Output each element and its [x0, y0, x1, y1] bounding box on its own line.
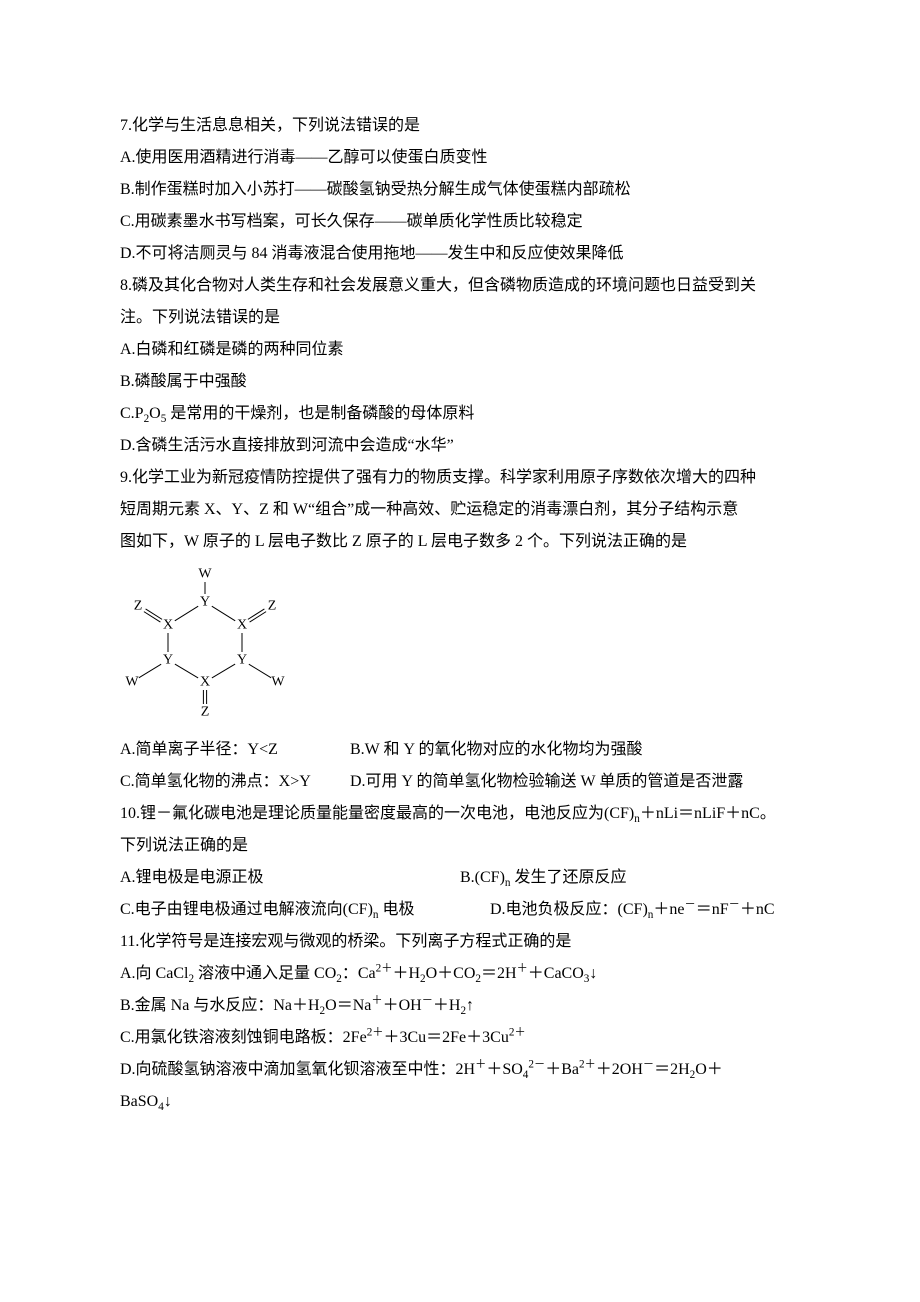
- q11-a-5: O＋CO: [426, 965, 476, 982]
- q11-a-6: ＝2H: [481, 965, 517, 982]
- q8-stem-l1: 8.磷及其化合物对人类生存和社会发展意义重大，但含磷物质造成的环境问题也日益受到…: [120, 270, 800, 302]
- q11-b-4: ＋H: [433, 997, 461, 1014]
- q11-a-3: ：Ca: [342, 965, 376, 982]
- q11-opt-a: A.向 CaCl2 溶液中通入足量 CO2：Ca2＋＋H2O＋CO2＝2H＋＋C…: [120, 958, 800, 990]
- sup-minus: －: [685, 899, 696, 911]
- q10-s1-mid: ＋nLi＝nLiF＋nC。: [640, 805, 776, 822]
- sup-2plus: 2＋: [376, 963, 393, 975]
- q10-c-suf: 电极: [379, 901, 415, 918]
- q8-c-suf: 是常用的干燥剂，也是制备磷酸的母体原料: [166, 405, 474, 422]
- sup-2plus: 2＋: [367, 1027, 384, 1039]
- sup-plus: ＋: [475, 1059, 486, 1071]
- exam-page: 7.化学与生活息息相关，下列说法错误的是 A.使用医用酒精进行消毒——乙醇可以使…: [0, 0, 920, 1302]
- q9-molecule-diagram: WYZZXXYYWWXZ: [120, 562, 300, 722]
- q11-b-2: O＝Na: [325, 997, 371, 1014]
- svg-text:Y: Y: [163, 653, 173, 668]
- q9-row-ab: A.简单离子半径：Y<Z B.W 和 Y 的氧化物对应的水化物均为强酸: [120, 734, 800, 766]
- q11-d-7: BaSO: [120, 1093, 158, 1110]
- q10-row-cd: C.电子由锂电极通过电解液流向(CF)n 电极 D.电池负极反应：(CF)n＋n…: [120, 894, 800, 926]
- q9-row-cd: C.简单氢化物的沸点：X>Y D.可用 Y 的简单氢化物检验输送 W 单质的管道…: [120, 766, 800, 798]
- q11-c-1: C.用氯化铁溶液刻蚀铜电路板：2Fe: [120, 1029, 367, 1046]
- q7-opt-a: A.使用医用酒精进行消毒——乙醇可以使蛋白质变性: [120, 142, 800, 174]
- svg-text:Y: Y: [200, 595, 210, 610]
- down-arrow-icon: ↓: [164, 1093, 172, 1110]
- q8-opt-c: C.P2O5 是常用的干燥剂，也是制备磷酸的母体原料: [120, 398, 800, 430]
- sup-plus: ＋: [517, 963, 528, 975]
- q11-b-1: B.金属 Na 与水反应：Na＋H: [120, 997, 320, 1014]
- q10-opt-a: A.锂电极是电源正极: [120, 862, 460, 894]
- svg-text:Y: Y: [237, 653, 247, 668]
- q7-stem: 7.化学与生活息息相关，下列说法错误的是: [120, 110, 800, 142]
- q10-opt-d: D.电池负极反应：(CF)n＋ne－＝nF－＋nC: [490, 894, 775, 926]
- q11-opt-b: B.金属 Na 与水反应：Na＋H2O＝Na＋＋OH－＋H2↑: [120, 990, 800, 1022]
- q11-a-4: ＋H: [392, 965, 420, 982]
- q11-a-2: 溶液中通入足量 CO: [194, 965, 336, 982]
- sup-2plus: 2＋: [579, 1059, 596, 1071]
- sup-minus: －: [729, 899, 740, 911]
- q9-stem-l2: 短周期元素 X、Y、Z 和 W“组合”成一种高效、贮运稳定的消毒漂白剂，其分子结…: [120, 494, 800, 526]
- q10-b-suf: 发生了还原反应: [511, 869, 627, 886]
- q8-opt-d: D.含磷生活污水直接排放到河流中会造成“水华”: [120, 430, 800, 462]
- q7-opt-b: B.制作蛋糕时加入小苏打——碳酸氢钠受热分解生成气体使蛋糕内部疏松: [120, 174, 800, 206]
- q10-opt-c: C.电子由锂电极通过电解液流向(CF)n 电极: [120, 894, 490, 926]
- q10-stem-l1: 10.锂－氟化碳电池是理论质量能量密度最高的一次电池，电池反应为(CF)n＋nL…: [120, 798, 800, 830]
- q11-d-2: ＋SO: [486, 1061, 522, 1078]
- up-arrow-icon: ↑: [466, 997, 474, 1014]
- sup-2minus: 2－: [528, 1059, 545, 1071]
- q9-stem-l3: 图如下，W 原子的 L 层电子数比 Z 原子的 L 层电子数多 2 个。下列说法…: [120, 526, 800, 558]
- sup-plus: ＋: [371, 995, 382, 1007]
- q10-opt-b: B.(CF)n 发生了还原反应: [460, 862, 627, 894]
- q10-d-mid: ＋ne: [653, 901, 684, 918]
- svg-text:W: W: [125, 675, 139, 690]
- q9-opt-a: A.简单离子半径：Y<Z: [120, 734, 350, 766]
- q7-opt-d: D.不可将洁厕灵与 84 消毒液混合使用拖地——发生中和反应使效果降低: [120, 238, 800, 270]
- sup-minus: －: [643, 1059, 654, 1071]
- svg-text:X: X: [237, 618, 247, 633]
- q11-d-3: ＋Ba: [545, 1061, 579, 1078]
- q11-opt-d-l1: D.向硫酸氢钠溶液中滴加氢氧化钡溶液至中性：2H＋＋SO42－＋Ba2＋＋2OH…: [120, 1054, 800, 1086]
- q10-s1-pre: 10.锂－氟化碳电池是理论质量能量密度最高的一次电池，电池反应为(CF): [120, 805, 634, 822]
- q10-stem-l2: 下列说法正确的是: [120, 830, 800, 862]
- q11-opt-d-l2: BaSO4↓: [120, 1086, 800, 1118]
- q8-stem-l2: 注。下列说法错误的是: [120, 302, 800, 334]
- q10-d-suf: ＝nF: [696, 901, 729, 918]
- q11-a-1: A.向 CaCl: [120, 965, 188, 982]
- sup-minus: －: [422, 995, 433, 1007]
- q11-d-1: D.向硫酸氢钠溶液中滴加氢氧化钡溶液至中性：2H: [120, 1061, 475, 1078]
- q9-opt-b: B.W 和 Y 的氧化物对应的水化物均为强酸: [350, 734, 642, 766]
- q8-opt-a: A.白磷和红磷是磷的两种同位素: [120, 334, 800, 366]
- svg-text:W: W: [198, 567, 212, 582]
- q11-stem: 11.化学符号是连接宏观与微观的桥梁。下列离子方程式正确的是: [120, 926, 800, 958]
- q11-opt-c: C.用氯化铁溶液刻蚀铜电路板：2Fe2＋＋3Cu＝2Fe＋3Cu2＋: [120, 1022, 800, 1054]
- q9-opt-c: C.简单氢化物的沸点：X>Y: [120, 766, 350, 798]
- svg-text:Z: Z: [201, 705, 210, 720]
- q7-opt-c: C.用碳素墨水书写档案，可长久保存——碳单质化学性质比较稳定: [120, 206, 800, 238]
- q10-row-ab: A.锂电极是电源正极 B.(CF)n 发生了还原反应: [120, 862, 800, 894]
- q10-c-pre: C.电子由锂电极通过电解液流向(CF): [120, 901, 373, 918]
- q11-d-6: O＋: [695, 1061, 723, 1078]
- svg-text:X: X: [163, 618, 173, 633]
- q11-d-5: ＝2H: [654, 1061, 690, 1078]
- q10-d-end: ＋nC: [740, 901, 775, 918]
- q9-stem-l1: 9.化学工业为新冠疫情防控提供了强有力的物质支撑。科学家利用原子序数依次增大的四…: [120, 462, 800, 494]
- svg-text:X: X: [200, 675, 210, 690]
- q8-opt-b: B.磷酸属于中强酸: [120, 366, 800, 398]
- q8-c-pre: C.P: [120, 405, 144, 422]
- q11-c-2: ＋3Cu＝2Fe＋3Cu: [383, 1029, 508, 1046]
- q11-d-4: ＋2OH: [596, 1061, 643, 1078]
- q9-opt-d: D.可用 Y 的简单氢化物检验输送 W 单质的管道是否泄露: [350, 766, 743, 798]
- sup-2plus: 2＋: [509, 1027, 526, 1039]
- q10-b-pre: B.(CF): [460, 869, 505, 886]
- svg-text:Z: Z: [134, 599, 143, 614]
- q11-a-7: ＋CaCO: [528, 965, 584, 982]
- down-arrow-icon: ↓: [589, 965, 597, 982]
- svg-text:Z: Z: [268, 599, 277, 614]
- q10-d-pre: D.电池负极反应：(CF): [490, 901, 648, 918]
- q11-b-3: ＋OH: [383, 997, 422, 1014]
- sub-2: 2: [144, 413, 150, 425]
- svg-text:W: W: [271, 675, 285, 690]
